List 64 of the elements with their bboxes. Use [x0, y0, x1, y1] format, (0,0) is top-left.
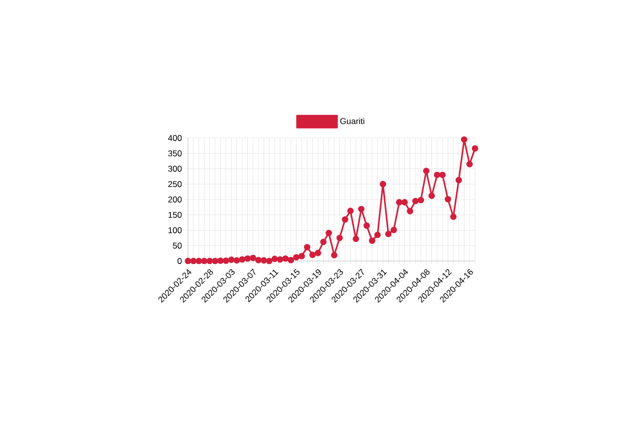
- point: [368, 237, 376, 244]
- point: [217, 257, 224, 264]
- point: [342, 216, 348, 223]
- point: [250, 254, 256, 262]
- point: [184, 258, 192, 264]
- point: [396, 199, 402, 206]
- point: [196, 258, 202, 264]
- point: [434, 172, 440, 178]
- point: [390, 226, 397, 234]
- point: [364, 222, 370, 229]
- point: [260, 257, 268, 264]
- point: [201, 258, 208, 264]
- point: [385, 230, 392, 238]
- point: [255, 256, 262, 264]
- point: [298, 252, 305, 260]
- point: [288, 256, 294, 264]
- point: [472, 145, 478, 152]
- point: [331, 252, 338, 258]
- point: [450, 214, 457, 220]
- point: [380, 180, 386, 188]
- point: [326, 230, 332, 236]
- point: [412, 198, 419, 204]
- point: [460, 136, 468, 143]
- point: [228, 256, 235, 263]
- point: [406, 208, 414, 214]
- point: [374, 232, 381, 238]
- point: [212, 258, 218, 264]
- point: [423, 168, 430, 174]
- y-tick-label: 250: [168, 181, 182, 188]
- point: [401, 199, 408, 206]
- point: [244, 255, 251, 262]
- point: [439, 172, 446, 178]
- point: [336, 234, 343, 242]
- point: [282, 255, 289, 262]
- point: [418, 196, 424, 204]
- point: [314, 250, 322, 256]
- point: [276, 256, 284, 263]
- point: [444, 196, 452, 202]
- point: [309, 252, 316, 258]
- y-tick-label: 350: [168, 150, 182, 156]
- legend-label: Guariti: [340, 118, 364, 124]
- point: [358, 206, 364, 212]
- point: [190, 258, 197, 264]
- point: [238, 256, 246, 263]
- point: [347, 208, 354, 214]
- y-tick-label: 0: [178, 258, 182, 264]
- point: [466, 160, 473, 168]
- point: [266, 258, 272, 264]
- y-tick-label: 200: [168, 196, 182, 202]
- point: [352, 236, 360, 242]
- point: [320, 238, 327, 246]
- point: [304, 244, 310, 250]
- point: [456, 176, 462, 184]
- point: [222, 257, 230, 264]
- point: [271, 256, 278, 262]
- y-tick-label: 50: [172, 242, 182, 249]
- point: [234, 257, 240, 264]
- y-tick-label: 300: [168, 166, 182, 172]
- point: [206, 258, 213, 264]
- y-tick-label: 150: [168, 212, 182, 218]
- y-tick-label: 100: [168, 227, 182, 234]
- y-tick-label: 400: [168, 135, 182, 141]
- point: [428, 192, 435, 199]
- point: [293, 254, 300, 260]
